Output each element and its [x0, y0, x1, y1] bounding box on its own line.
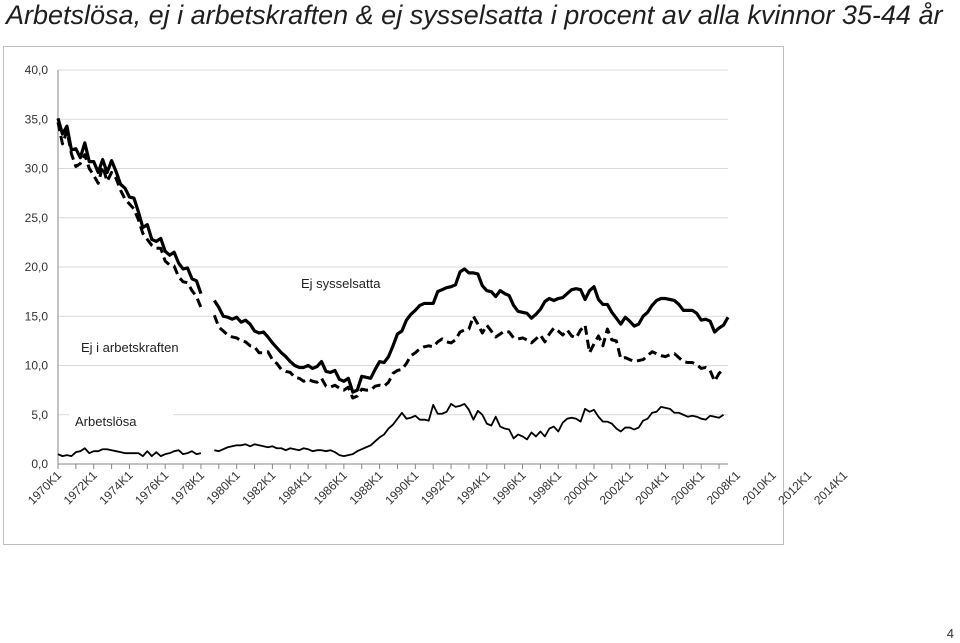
x-tick-label: 1974K1: [96, 468, 135, 507]
x-tick-label: 1984K1: [275, 468, 314, 507]
x-tick-label: 1994K1: [454, 468, 493, 507]
x-tick-label: 1990K1: [382, 468, 421, 507]
x-tick-label: 1988K1: [347, 468, 386, 507]
x-tick-label: 1970K1: [25, 468, 64, 507]
x-tick-label: 2008K1: [704, 468, 743, 507]
x-tick-label: 2012K1: [775, 468, 814, 507]
x-tick-label: 1992K1: [418, 468, 457, 507]
x-tick-label: 2000K1: [561, 468, 600, 507]
y-tick-label: 5,0: [31, 408, 48, 422]
y-tick-label: 0,0: [31, 457, 48, 471]
annotation-box: [75, 336, 201, 358]
y-tick-label: 30,0: [25, 162, 49, 176]
y-tick-label: 20,0: [25, 260, 49, 274]
y-tick-label: 40,0: [25, 63, 49, 77]
series-line-ej-sysselsatta: [56, 117, 730, 394]
x-tick-label: 1972K1: [61, 468, 100, 507]
x-tick-label: 1996K1: [489, 468, 528, 507]
series-line-arbetslösa: [57, 403, 725, 458]
annotation-label: Arbetslösa: [75, 414, 137, 429]
x-tick-label: 2004K1: [632, 468, 671, 507]
x-tick-label: 1986K1: [311, 468, 350, 507]
annotation-box: [295, 272, 388, 294]
chart-frame: [3, 46, 784, 545]
x-tick-label: 1976K1: [132, 468, 171, 507]
x-tick-label: 1982K1: [239, 468, 278, 507]
annotation-box: [69, 410, 173, 432]
x-tick-label: 2002K1: [597, 468, 636, 507]
chart-title: Arbetslösa, ej i arbetskraften & ej syss…: [6, 0, 943, 30]
series-line-ej-i-arbetskraften: [56, 121, 725, 400]
x-tick-label: 2014K1: [811, 468, 850, 507]
y-tick-label: 35,0: [25, 112, 49, 126]
x-tick-label: 1998K1: [525, 468, 564, 507]
x-tick-label: 2010K1: [740, 468, 779, 507]
x-tick-label: 1978K1: [168, 468, 207, 507]
x-tick-label: 2006K1: [668, 468, 707, 507]
y-tick-label: 25,0: [25, 211, 49, 225]
y-tick-label: 10,0: [25, 359, 49, 373]
x-tick-label: 1980K1: [204, 468, 243, 507]
page-number: 4: [946, 626, 954, 641]
y-tick-label: 15,0: [25, 309, 49, 323]
annotation-label: Ej sysselsatta: [301, 276, 381, 291]
annotation-label: Ej i arbetskraften: [81, 340, 179, 355]
